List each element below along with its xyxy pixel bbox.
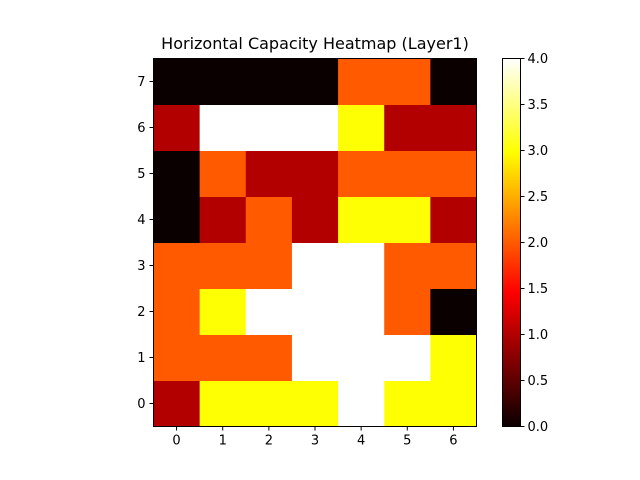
heatmap-cell xyxy=(384,288,431,335)
heatmap-cell xyxy=(199,242,247,289)
heatmap-cell xyxy=(384,380,431,427)
heatmap-cell xyxy=(199,196,247,243)
heatmap-cell xyxy=(384,104,431,151)
x-tick-label: 0 xyxy=(172,434,180,449)
x-tick-label: 1 xyxy=(219,434,227,449)
heatmap-cell xyxy=(153,288,201,335)
heatmap-cell xyxy=(153,58,201,105)
heatmap-cell xyxy=(153,150,201,197)
heatmap-cell xyxy=(199,104,247,151)
x-tick-label: 4 xyxy=(357,434,365,449)
heatmap-cells xyxy=(153,58,477,427)
heatmap-cell xyxy=(338,334,385,381)
colorbar-tick-label: 0.5 xyxy=(528,374,549,389)
colorbar-tick-label: 1.0 xyxy=(528,328,549,343)
colorbar-tick-label: 1.5 xyxy=(528,282,549,297)
heatmap-cell xyxy=(430,288,477,335)
colorbar-tick-label: 2.5 xyxy=(528,190,549,205)
heatmap-cell xyxy=(199,334,247,381)
heatmap-cell xyxy=(199,288,247,335)
y-tick-label: 2 xyxy=(137,305,145,320)
heatmap-cell xyxy=(338,150,385,197)
heatmap-cell xyxy=(199,380,247,427)
heatmap-cell xyxy=(384,150,431,197)
heatmap-cell xyxy=(153,242,201,289)
heatmap-cell xyxy=(245,242,293,289)
heatmap-cell xyxy=(291,196,339,243)
y-tick-label: 4 xyxy=(137,213,145,228)
heatmap-cell xyxy=(384,196,431,243)
heatmap-cell xyxy=(245,334,293,381)
heatmap-cell xyxy=(291,150,339,197)
y-tick-label: 7 xyxy=(137,75,145,90)
chart-title: Horizontal Capacity Heatmap (Layer1) xyxy=(161,34,469,53)
y-tick-label: 6 xyxy=(137,121,145,136)
x-tick-label: 3 xyxy=(311,434,319,449)
colorbar-tick-label: 4.0 xyxy=(528,52,549,67)
heatmap-cell xyxy=(153,380,201,427)
x-tick-label: 6 xyxy=(449,434,457,449)
heatmap-cell xyxy=(291,242,339,289)
heatmap-cell xyxy=(338,58,385,105)
heatmap-cell xyxy=(199,58,247,105)
heatmap-cell xyxy=(153,104,201,151)
heatmap-cell xyxy=(384,58,431,105)
heatmap-cell xyxy=(245,104,293,151)
y-tick-label: 1 xyxy=(137,351,145,366)
colorbar-tick-label: 0.0 xyxy=(528,420,549,435)
heatmap-cell xyxy=(245,150,293,197)
heatmap-cell xyxy=(291,104,339,151)
heatmap-cell xyxy=(430,104,477,151)
heatmap-cell xyxy=(338,288,385,335)
heatmap-cell xyxy=(291,334,339,381)
colorbar-tick-label: 2.0 xyxy=(528,236,549,251)
heatmap-cell xyxy=(245,196,293,243)
heatmap-cell xyxy=(430,150,477,197)
heatmap-cell xyxy=(338,196,385,243)
heatmap-cell xyxy=(291,288,339,335)
heatmap-cell xyxy=(291,58,339,105)
heatmap-cell xyxy=(245,380,293,427)
heatmap-cell xyxy=(430,380,477,427)
x-tick-label: 2 xyxy=(265,434,273,449)
colorbar-tick-label: 3.0 xyxy=(528,144,549,159)
y-tick-label: 0 xyxy=(137,397,145,412)
colorbar-tick-label: 3.5 xyxy=(528,98,549,113)
heatmap-cell xyxy=(291,380,339,427)
colorbar xyxy=(502,58,521,427)
heatmap-cell xyxy=(199,150,247,197)
y-axis: 0 1 2 3 4 5 6 7 xyxy=(137,75,154,412)
heatmap-cell xyxy=(338,242,385,289)
heatmap-cell xyxy=(338,380,385,427)
heatmap-cell xyxy=(430,58,477,105)
heatmap-cell xyxy=(384,334,431,381)
heatmap-cell xyxy=(430,334,477,381)
heatmap-cell xyxy=(245,288,293,335)
x-tick-label: 5 xyxy=(403,434,411,449)
heatmap-cell xyxy=(338,104,385,151)
heatmap-cell xyxy=(245,58,293,105)
heatmap-cell xyxy=(430,196,477,243)
y-tick-label: 3 xyxy=(137,259,145,274)
x-axis: 0 1 2 3 4 5 6 xyxy=(172,426,458,449)
y-tick-label: 5 xyxy=(137,167,145,182)
heatmap-cell xyxy=(153,334,201,381)
heatmap-cell xyxy=(384,242,431,289)
heatmap-cell xyxy=(430,242,477,289)
heatmap-cell xyxy=(153,196,201,243)
colorbar-axis: 0.0 0.5 1.0 1.5 2.0 2.5 3.0 3.5 4.0 xyxy=(520,52,549,435)
